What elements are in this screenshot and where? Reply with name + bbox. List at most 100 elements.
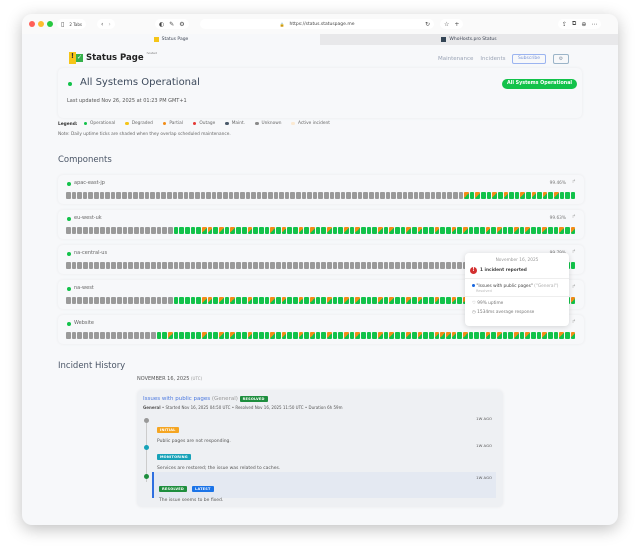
uptime-tick[interactable] [451, 332, 457, 339]
uptime-tick[interactable] [207, 262, 213, 269]
uptime-tick[interactable] [128, 332, 134, 339]
uptime-tick[interactable] [202, 297, 207, 304]
uptime-tick[interactable] [570, 192, 576, 199]
uptime-tick[interactable] [451, 297, 457, 304]
uptime-tick[interactable] [77, 192, 82, 199]
uptime-tick[interactable] [451, 227, 457, 234]
uptime-tick[interactable] [411, 332, 417, 339]
uptime-tick[interactable] [145, 227, 151, 234]
uptime-tick[interactable] [335, 192, 340, 199]
uptime-tick[interactable] [190, 227, 196, 234]
uptime-tick[interactable] [474, 227, 480, 234]
uptime-tick[interactable] [329, 192, 335, 199]
uptime-tick[interactable] [185, 297, 190, 304]
uptime-tick[interactable] [228, 192, 234, 199]
uptime-tick[interactable] [502, 227, 508, 234]
uptime-tick[interactable] [66, 262, 71, 269]
uptime-tick[interactable] [179, 297, 185, 304]
uptime-tick[interactable] [292, 227, 298, 234]
uptime-tick[interactable] [357, 192, 363, 199]
subscribe-button[interactable]: Subscribe [512, 54, 546, 64]
uptime-tick[interactable] [241, 262, 247, 269]
uptime-tick[interactable] [304, 332, 309, 339]
minimize-button[interactable] [38, 21, 44, 27]
uptime-tick[interactable] [509, 192, 514, 199]
uptime-tick[interactable] [434, 297, 440, 304]
uptime-tick[interactable] [256, 192, 262, 199]
uptime-tick[interactable] [368, 192, 374, 199]
expand-icon[interactable]: ↱ [571, 249, 576, 255]
uptime-tick[interactable] [178, 192, 183, 199]
uptime-tick[interactable] [200, 192, 206, 199]
uptime-tick[interactable] [400, 297, 406, 304]
uptime-tick[interactable] [292, 332, 298, 339]
uptime-tick[interactable] [525, 192, 531, 199]
close-button[interactable] [29, 21, 35, 27]
uptime-tick[interactable] [273, 192, 279, 199]
uptime-tick[interactable] [183, 192, 189, 199]
uptime-tick[interactable] [440, 332, 446, 339]
uptime-tick[interactable] [196, 332, 202, 339]
uptime-tick[interactable] [548, 192, 554, 199]
uptime-tick[interactable] [374, 192, 380, 199]
uptime-tick[interactable] [258, 227, 264, 234]
uptime-tick[interactable] [340, 192, 346, 199]
uptime-tick[interactable] [134, 297, 139, 304]
star-icon[interactable]: ☆ [444, 20, 450, 28]
uptime-tick[interactable] [315, 262, 321, 269]
uptime-tick[interactable] [83, 297, 88, 304]
uptime-tick[interactable] [326, 227, 332, 234]
uptime-tick[interactable] [213, 297, 219, 304]
uptime-tick[interactable] [417, 297, 423, 304]
uptime-tick[interactable] [122, 192, 127, 199]
uptime-tick[interactable] [173, 227, 179, 234]
uptime-tick[interactable] [88, 297, 94, 304]
uptime-tick[interactable] [565, 192, 570, 199]
uptime-tick[interactable] [105, 192, 110, 199]
uptime-tick[interactable] [71, 227, 77, 234]
uptime-tick[interactable] [144, 192, 150, 199]
uptime-tick[interactable] [156, 262, 162, 269]
uptime-tick[interactable] [264, 227, 270, 234]
uptime-tick[interactable] [110, 192, 116, 199]
uptime-tick[interactable] [548, 227, 553, 234]
uptime-tick[interactable] [219, 332, 224, 339]
uptime-tick[interactable] [429, 262, 434, 269]
uptime-tick[interactable] [503, 192, 509, 199]
uptime-tick[interactable] [219, 297, 224, 304]
uptime-tick[interactable] [491, 227, 497, 234]
uptime-tick[interactable] [321, 332, 326, 339]
settings-icon[interactable]: ⚙ [179, 20, 185, 28]
uptime-tick[interactable] [423, 262, 428, 269]
uptime-tick[interactable] [105, 297, 111, 304]
uptime-tick[interactable] [570, 332, 576, 339]
uptime-tick[interactable] [298, 332, 304, 339]
uptime-tick[interactable] [531, 192, 537, 199]
uptime-tick[interactable] [100, 332, 105, 339]
uptime-tick[interactable] [383, 297, 389, 304]
uptime-tick[interactable] [230, 332, 236, 339]
uptime-tick[interactable] [207, 332, 213, 339]
uptime-tick[interactable] [202, 262, 207, 269]
uptime-tick[interactable] [166, 192, 172, 199]
uptime-tick[interactable] [441, 192, 447, 199]
uptime-tick[interactable] [88, 332, 94, 339]
uptime-tick[interactable] [139, 297, 145, 304]
sidebar-toggle[interactable]: ▯ 2 Tabs [57, 19, 86, 29]
uptime-tick[interactable] [100, 297, 105, 304]
uptime-tick[interactable] [150, 192, 155, 199]
uptime-tick[interactable] [447, 192, 453, 199]
uptime-tick[interactable] [338, 297, 343, 304]
uptime-tick[interactable] [236, 227, 241, 234]
uptime-tick[interactable] [360, 227, 366, 234]
uptime-tick[interactable] [71, 332, 77, 339]
uptime-tick[interactable] [128, 262, 134, 269]
uptime-tick[interactable] [332, 262, 338, 269]
uptime-tick[interactable] [324, 192, 329, 199]
uptime-tick[interactable] [363, 192, 368, 199]
uptime-tick[interactable] [207, 227, 213, 234]
uptime-tick[interactable] [537, 192, 542, 199]
uptime-tick[interactable] [139, 332, 145, 339]
uptime-tick[interactable] [230, 227, 236, 234]
gear-icon[interactable]: ⚙ [553, 54, 569, 64]
